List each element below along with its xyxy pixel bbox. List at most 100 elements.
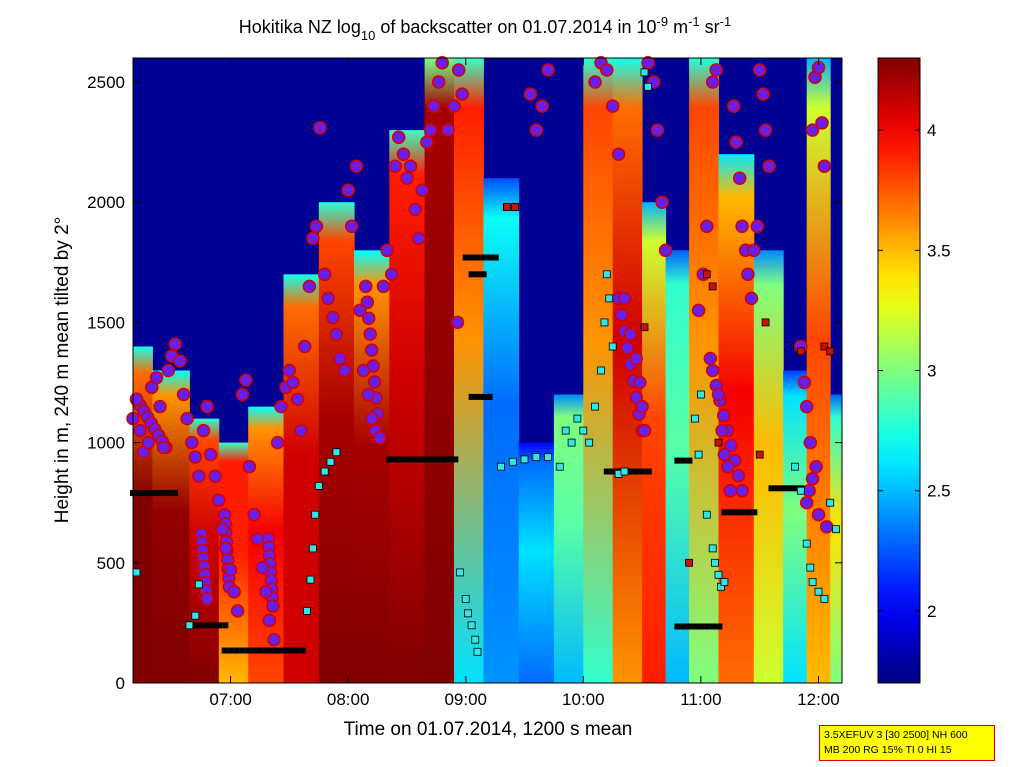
aerosol-red-marker <box>796 347 805 356</box>
cloud-marker <box>411 231 426 246</box>
x-axis-label: Time on 01.07.2014, 1200 s mean <box>344 719 633 740</box>
y-tick-label: 500 <box>97 554 125 573</box>
base-layer-marker <box>686 623 693 630</box>
base-layer-marker <box>674 623 681 630</box>
cloud-marker <box>605 99 620 113</box>
aerosol-marker <box>820 595 829 603</box>
backscatter-column <box>553 394 584 683</box>
base-layer-marker <box>392 456 399 463</box>
base-layer-marker <box>786 485 793 492</box>
base-layer-marker <box>486 254 493 261</box>
aerosol-marker <box>608 342 617 351</box>
cloud-marker <box>129 392 144 407</box>
cloud-marker <box>188 450 203 464</box>
cloud-marker <box>376 279 391 294</box>
cloud-marker <box>356 363 371 378</box>
cloud-marker <box>400 171 414 185</box>
cloud-marker <box>149 370 164 385</box>
cloud-marker <box>732 171 747 185</box>
cloud-marker <box>758 123 773 137</box>
cloud-marker <box>611 147 626 161</box>
base-layer-marker <box>154 490 160 497</box>
cloud-marker <box>173 354 187 368</box>
cloud-marker <box>815 116 829 130</box>
cloud-marker <box>403 159 418 173</box>
cloud-marker <box>735 483 749 498</box>
base-layer-marker <box>698 623 705 630</box>
aerosol-marker <box>314 481 323 490</box>
cloud-marker <box>744 291 759 306</box>
aerosol-marker <box>579 426 588 435</box>
cloud-marker <box>658 243 673 258</box>
cloud-marker <box>750 219 765 234</box>
base-layer-marker <box>257 647 264 654</box>
base-layer-marker <box>160 490 166 497</box>
colorbar-tick-label: 2 <box>927 602 936 621</box>
cloud-marker <box>709 63 723 77</box>
aerosol-marker <box>620 467 629 476</box>
plot-frame <box>132 57 843 684</box>
base-layer-marker <box>704 623 711 630</box>
cloud-marker <box>614 308 629 322</box>
base-layer-marker <box>716 623 723 630</box>
base-layer-marker <box>768 485 775 492</box>
y-tick-label: 1000 <box>87 434 125 453</box>
aerosol-marker <box>520 455 529 464</box>
base-layer-marker <box>780 485 787 492</box>
cloud-marker <box>588 75 602 89</box>
cloud-marker <box>415 183 429 197</box>
cloud-marker <box>705 75 720 89</box>
cloud-marker <box>192 469 206 484</box>
cloud-marker <box>306 231 320 246</box>
cloud-marker <box>762 159 776 173</box>
aerosol-marker <box>455 568 464 577</box>
backscatter-column <box>642 202 667 683</box>
base-layer-marker <box>603 468 610 475</box>
cloud-marker <box>431 75 446 89</box>
cloud-marker <box>313 120 327 135</box>
cloud-marker <box>629 351 643 366</box>
base-layer-marker <box>216 622 223 629</box>
base-layer-marker <box>468 271 475 278</box>
y-axis: 0 500 1000 1500 2000 2500 <box>87 73 842 693</box>
cloud-marker <box>716 408 731 423</box>
base-layer-marker <box>269 647 276 654</box>
cloud-marker <box>200 399 214 414</box>
aerosol-marker <box>555 462 564 471</box>
cloud-marker <box>391 130 406 145</box>
x-tick-label: 07:00 <box>209 690 252 709</box>
aerosol-marker <box>796 486 805 495</box>
aerosol-marker <box>320 467 329 476</box>
cloud-marker <box>290 392 305 407</box>
base-layer-marker <box>142 490 148 497</box>
aerosol-red-marker <box>761 318 770 327</box>
cloud-marker <box>349 159 364 173</box>
base-layer-marker <box>404 456 411 463</box>
cloud-marker <box>262 613 277 628</box>
cloud-marker <box>242 459 257 474</box>
aerosol-red-marker <box>826 347 835 356</box>
cloud-marker <box>817 159 832 173</box>
cloud-marker <box>441 123 455 137</box>
cloud-marker <box>274 399 288 414</box>
aerosol-red-marker <box>511 203 520 211</box>
base-layer-marker <box>468 254 475 261</box>
chart-title: Hokitika NZ log10 of backscatter on 01.0… <box>239 14 731 43</box>
cloud-marker <box>451 63 466 77</box>
aerosol-marker <box>561 426 570 435</box>
aerosol-marker <box>308 544 317 553</box>
cloud-marker <box>196 423 211 438</box>
aerosol-marker <box>602 270 611 279</box>
colorbar: 2 2.5 3 3.5 4 <box>877 57 951 684</box>
cloud-marker <box>230 604 245 618</box>
cloud-marker <box>359 279 373 294</box>
base-layer-marker <box>233 647 240 654</box>
cloud-marker <box>180 411 194 426</box>
cloud-marker <box>153 399 167 414</box>
cloud-marker <box>805 123 820 137</box>
base-layer-marker <box>239 647 246 654</box>
cloud-marker <box>420 135 434 149</box>
base-layer-marker <box>198 622 205 629</box>
cloud-marker <box>259 584 273 599</box>
cloud-marker <box>239 373 253 387</box>
